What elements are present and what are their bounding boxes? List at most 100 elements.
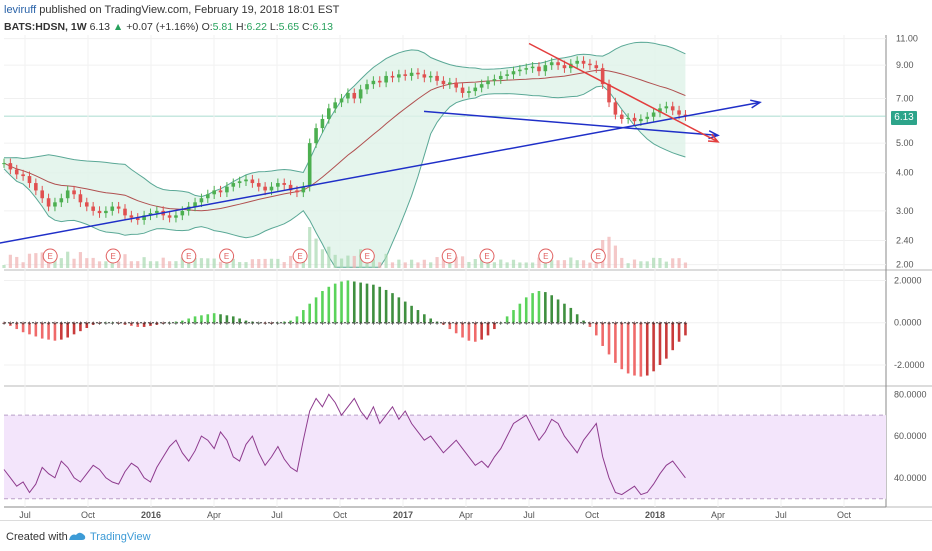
volume-bar [626, 263, 630, 268]
volume-bar [174, 261, 178, 268]
osc-cross-mark: + [78, 321, 82, 328]
osc-bar [130, 322, 133, 326]
osc-bar [206, 314, 210, 323]
osc-bar [372, 284, 375, 323]
osc-bar [60, 322, 63, 340]
osc-bar [295, 316, 299, 323]
volume-bar [155, 261, 159, 268]
candle-body [403, 74, 408, 76]
tradingview-brand-link[interactable]: TradingView [90, 531, 151, 543]
low-value: 5.65 [278, 21, 300, 33]
open-label: O: [201, 21, 213, 33]
candle-body [677, 110, 681, 115]
osc-bar [544, 292, 547, 323]
rsi-tick-label: 60.0000 [894, 431, 927, 441]
osc-bar [238, 318, 241, 323]
created-with-text: Created with [6, 531, 68, 543]
osc-cross-mark: + [422, 321, 426, 328]
osc-cross-mark: + [212, 321, 216, 328]
earnings-marker [441, 248, 457, 264]
author-link[interactable]: leviruff [4, 4, 37, 16]
osc-cross-mark: + [601, 321, 605, 328]
candle-body [263, 186, 267, 191]
rsi-tick-label: 80.0000 [894, 389, 927, 399]
osc-cross-mark: + [390, 321, 394, 328]
osc-cross-mark: + [429, 321, 433, 328]
candle-body [27, 176, 32, 184]
volume-bar [409, 259, 414, 268]
osc-bar [9, 322, 12, 326]
osc-bar [493, 322, 496, 330]
candle-body [40, 190, 45, 199]
osc-bar [633, 322, 636, 376]
osc-tick-label: -2.0000 [894, 360, 925, 370]
symbol-label[interactable]: BATS:HDSN, 1W [4, 21, 87, 33]
volume-bar [403, 262, 407, 268]
osc-bar [231, 316, 235, 323]
osc-bar [340, 281, 343, 323]
rsi-polyline [3, 393, 686, 496]
volume-bar [588, 262, 592, 268]
osc-bar [21, 322, 25, 333]
candle-body [21, 174, 25, 177]
osc-bar [397, 297, 401, 323]
osc-cross-mark: + [104, 321, 108, 328]
osc-cross-mark: + [658, 321, 662, 328]
osc-cross-mark: + [238, 321, 242, 328]
candle-body [518, 69, 522, 72]
osc-cross-mark: + [569, 321, 573, 328]
candle-body [645, 116, 650, 119]
time-tick-label: Jul [523, 510, 535, 520]
candle-body [511, 71, 516, 75]
osc-bar [47, 322, 50, 340]
osc-bar [187, 318, 190, 323]
candle-body [683, 114, 688, 117]
volume-bar [435, 257, 439, 268]
osc-cross-mark: + [652, 321, 656, 328]
price-tick-label: 4.00 [896, 168, 914, 178]
candle-body [384, 75, 388, 83]
osc-tick-label: 2.0000 [894, 275, 922, 285]
candle-body [282, 183, 287, 185]
osc-bar [563, 303, 566, 323]
volume-bar [244, 262, 248, 268]
osc-bar [289, 320, 292, 323]
volume-bar [652, 257, 656, 268]
osc-bar [142, 322, 146, 327]
candle-body [135, 217, 140, 221]
volume-bar [250, 259, 254, 268]
osc-cross-mark: + [193, 321, 197, 328]
price-tick-label: 9.00 [896, 60, 914, 70]
earnings-marker-label: E [543, 252, 548, 261]
candle-body [110, 206, 115, 211]
volume-bar [486, 259, 490, 268]
osc-cross-mark: + [371, 321, 375, 328]
osc-cross-mark: + [199, 321, 203, 328]
osc-bar [98, 322, 101, 324]
earnings-marker-label: E [297, 252, 302, 261]
osc-bar [569, 307, 573, 323]
osc-bar [665, 322, 668, 359]
osc-cross-mark: + [15, 321, 19, 328]
trendlines[interactable] [0, 42, 762, 246]
osc-cross-mark: + [66, 321, 70, 328]
osc-bar [391, 293, 394, 323]
candle-body [129, 215, 134, 218]
time-tick-label: Oct [585, 510, 600, 520]
osc-cross-mark: + [34, 321, 38, 328]
osc-cross-mark: + [416, 321, 420, 328]
candle-body [639, 118, 643, 122]
osc-bar [524, 297, 528, 323]
osc-cross-mark: + [117, 321, 121, 328]
osc-bar [110, 322, 114, 324]
volume-bar [371, 259, 375, 268]
osc-cross-mark: + [607, 321, 611, 328]
volume-bar [550, 260, 554, 268]
osc-cross-mark: + [626, 321, 630, 328]
osc-bar [91, 322, 95, 325]
osc-bar [117, 322, 120, 324]
price-tick-label: 2.40 [896, 235, 914, 245]
osc-cross-mark: + [72, 321, 76, 328]
osc-bar [461, 322, 464, 338]
osc-cross-mark: + [257, 321, 261, 328]
